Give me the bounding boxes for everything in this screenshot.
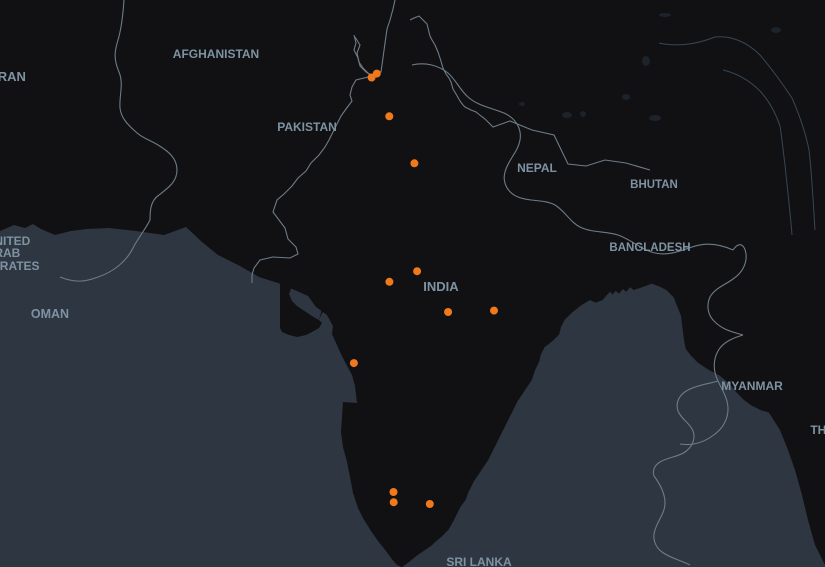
svg-text:BANGLADESH: BANGLADESH xyxy=(609,242,690,254)
svg-text:OMAN: OMAN xyxy=(31,307,69,321)
svg-text:AFGHANISTAN: AFGHANISTAN xyxy=(173,47,259,61)
svg-text:ARAB: ARAB xyxy=(0,246,21,260)
svg-text:IRAN: IRAN xyxy=(0,69,26,84)
svg-text:NEPAL: NEPAL xyxy=(517,161,557,175)
svg-text:PAKISTAN: PAKISTAN xyxy=(277,120,337,134)
svg-text:BHUTAN: BHUTAN xyxy=(630,179,678,191)
svg-text:SRI LANKA: SRI LANKA xyxy=(446,555,512,567)
svg-text:INDIA: INDIA xyxy=(423,279,459,294)
svg-text:EMIRATES: EMIRATES xyxy=(0,259,40,273)
svg-text:THAILAND: THAILAND xyxy=(810,423,825,437)
svg-text:MYANMAR: MYANMAR xyxy=(721,379,783,393)
